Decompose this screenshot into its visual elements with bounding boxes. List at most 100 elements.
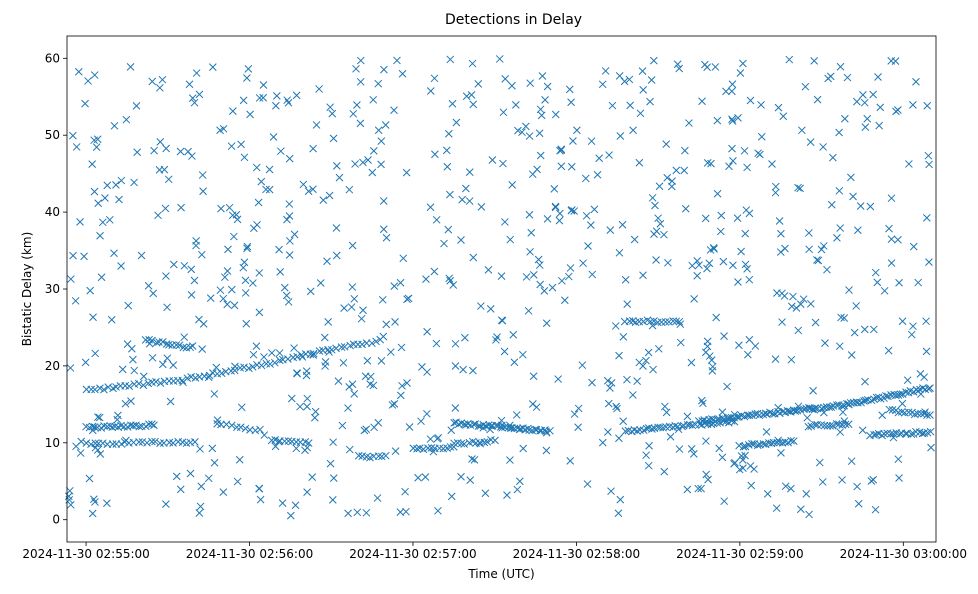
data-point bbox=[451, 404, 460, 412]
data-point bbox=[280, 283, 289, 292]
data-point bbox=[391, 317, 399, 326]
data-point bbox=[98, 439, 107, 448]
data-point bbox=[369, 147, 378, 155]
data-point bbox=[601, 67, 610, 75]
data-point bbox=[874, 73, 882, 81]
data-point bbox=[747, 481, 756, 490]
data-point bbox=[241, 276, 250, 285]
data-point bbox=[503, 491, 511, 499]
data-point bbox=[160, 165, 169, 174]
data-point bbox=[108, 440, 117, 448]
axis-ticks: 2024-11-30 02:55:00 2024-11-30 02:56:00 20… bbox=[22, 51, 967, 561]
data-point bbox=[574, 423, 582, 432]
data-point bbox=[774, 436, 782, 445]
data-point bbox=[169, 439, 177, 447]
data-point bbox=[829, 153, 837, 162]
data-point bbox=[452, 118, 461, 127]
data-point bbox=[837, 402, 846, 410]
data-point bbox=[257, 361, 266, 370]
data-point bbox=[466, 476, 475, 484]
data-point bbox=[84, 77, 92, 85]
data-point bbox=[535, 129, 544, 138]
data-point bbox=[379, 225, 388, 234]
data-point bbox=[270, 358, 279, 367]
data-point bbox=[449, 281, 458, 289]
data-point bbox=[187, 291, 196, 299]
data-point bbox=[282, 291, 291, 300]
data-point bbox=[880, 286, 889, 295]
data-point bbox=[680, 166, 689, 175]
data-point bbox=[197, 482, 206, 491]
data-point bbox=[208, 444, 217, 453]
data-point bbox=[96, 450, 105, 458]
data-point bbox=[922, 347, 931, 356]
data-point bbox=[566, 457, 575, 465]
data-point bbox=[329, 134, 338, 143]
data-point bbox=[813, 95, 822, 104]
data-point bbox=[374, 452, 383, 461]
data-point bbox=[819, 143, 827, 151]
data-point bbox=[451, 362, 460, 370]
data-point bbox=[774, 403, 783, 412]
data-point bbox=[683, 412, 692, 421]
data-point bbox=[588, 270, 597, 279]
data-point bbox=[460, 440, 469, 448]
data-point bbox=[785, 407, 794, 416]
data-point bbox=[89, 495, 98, 504]
data-point bbox=[707, 159, 715, 168]
data-point bbox=[660, 467, 669, 476]
data-point bbox=[377, 160, 385, 169]
data-point bbox=[196, 445, 204, 453]
data-point bbox=[636, 109, 645, 118]
data-point bbox=[285, 200, 294, 208]
data-point bbox=[854, 398, 862, 407]
data-point bbox=[386, 348, 395, 356]
data-point bbox=[175, 341, 184, 350]
data-point bbox=[811, 420, 819, 429]
data-point bbox=[361, 372, 370, 381]
data-point bbox=[737, 247, 745, 256]
data-point bbox=[95, 413, 104, 422]
data-point bbox=[909, 322, 917, 331]
data-point bbox=[662, 408, 671, 417]
data-point bbox=[232, 210, 241, 219]
data-point bbox=[240, 153, 249, 162]
data-point bbox=[720, 332, 728, 340]
data-point bbox=[687, 445, 696, 453]
data-point bbox=[469, 420, 478, 429]
data-point bbox=[615, 248, 624, 257]
data-point bbox=[633, 427, 641, 435]
data-point bbox=[163, 354, 172, 363]
data-point bbox=[423, 327, 431, 336]
data-point bbox=[195, 90, 204, 99]
data-point bbox=[739, 442, 748, 451]
data-point bbox=[321, 357, 330, 366]
data-point bbox=[216, 286, 225, 295]
data-point bbox=[570, 410, 579, 418]
data-point bbox=[616, 495, 625, 504]
data-point bbox=[458, 195, 467, 204]
data-point bbox=[390, 400, 399, 408]
data-point bbox=[787, 436, 795, 445]
data-point bbox=[176, 485, 185, 494]
data-point bbox=[574, 404, 583, 413]
data-point bbox=[853, 226, 862, 235]
data-point bbox=[107, 315, 116, 324]
data-point bbox=[180, 261, 189, 270]
data-point bbox=[457, 439, 466, 448]
data-point bbox=[515, 477, 524, 486]
data-point bbox=[613, 404, 621, 413]
data-points bbox=[64, 55, 935, 520]
data-point bbox=[525, 210, 534, 219]
data-point bbox=[715, 444, 724, 453]
data-point bbox=[836, 428, 845, 436]
data-point bbox=[642, 451, 650, 460]
data-point bbox=[241, 289, 250, 297]
data-point bbox=[382, 233, 391, 242]
data-point bbox=[362, 508, 371, 517]
data-point bbox=[743, 265, 751, 273]
data-point bbox=[681, 146, 689, 155]
data-point bbox=[629, 126, 637, 135]
data-point bbox=[154, 211, 162, 220]
